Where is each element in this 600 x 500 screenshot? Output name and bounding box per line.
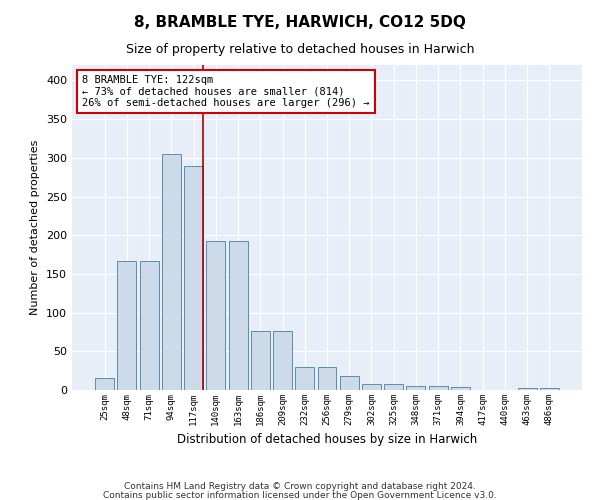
Text: 8, BRAMBLE TYE, HARWICH, CO12 5DQ: 8, BRAMBLE TYE, HARWICH, CO12 5DQ <box>134 15 466 30</box>
Bar <box>317 367 337 390</box>
Y-axis label: Number of detached properties: Number of detached properties <box>31 140 40 315</box>
Bar <box>140 261 158 390</box>
Bar <box>95 378 114 390</box>
Bar <box>295 367 314 390</box>
Text: Contains HM Land Registry data © Crown copyright and database right 2024.: Contains HM Land Registry data © Crown c… <box>124 482 476 491</box>
Bar <box>206 242 225 390</box>
Bar <box>229 242 248 390</box>
Bar <box>273 331 292 390</box>
Bar <box>184 166 203 390</box>
Bar <box>540 388 559 390</box>
Bar <box>162 154 181 390</box>
Text: Contains public sector information licensed under the Open Government Licence v3: Contains public sector information licen… <box>103 490 497 500</box>
Bar <box>451 387 470 390</box>
Bar <box>118 261 136 390</box>
Bar <box>406 386 425 390</box>
Bar <box>340 376 359 390</box>
Bar <box>429 386 448 390</box>
Bar <box>384 384 403 390</box>
Bar <box>518 388 536 390</box>
Bar <box>362 384 381 390</box>
X-axis label: Distribution of detached houses by size in Harwich: Distribution of detached houses by size … <box>177 434 477 446</box>
Bar <box>251 331 270 390</box>
Text: Size of property relative to detached houses in Harwich: Size of property relative to detached ho… <box>126 42 474 56</box>
Text: 8 BRAMBLE TYE: 122sqm
← 73% of detached houses are smaller (814)
26% of semi-det: 8 BRAMBLE TYE: 122sqm ← 73% of detached … <box>82 74 370 108</box>
